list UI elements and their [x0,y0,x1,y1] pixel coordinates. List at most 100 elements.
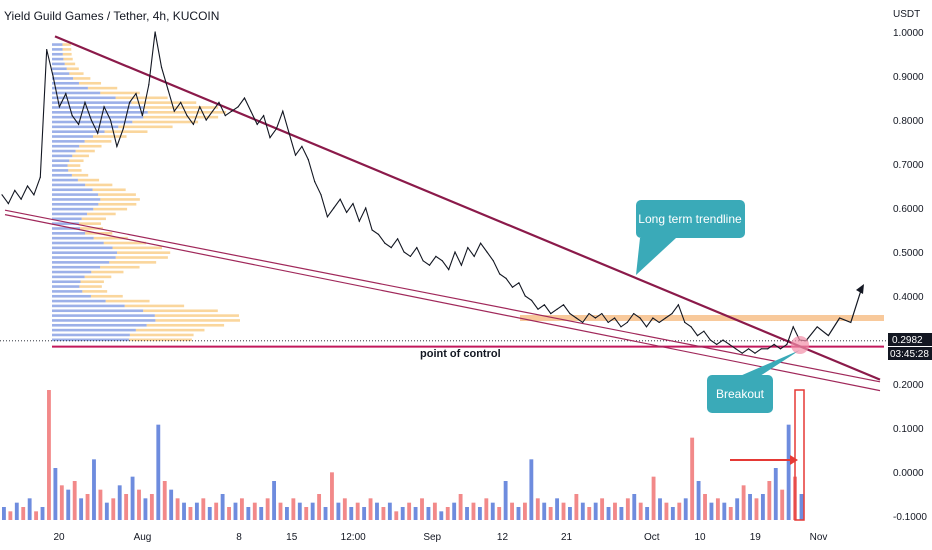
price-point [141,115,143,117]
price-point [505,277,507,279]
y-tick-label: -0.1000 [893,512,927,523]
breakout-highlight [791,336,809,354]
price-point [786,343,788,345]
price-point [65,93,67,95]
x-tick-label: 12:00 [341,532,366,543]
volume-bar [194,502,199,520]
profile-bar-down [131,101,197,104]
breakout-box [707,375,773,413]
price-point [256,123,258,125]
price-point [518,282,520,284]
x-axis: 20 Aug 8 15 12:00 Sep 12 21 Oct 10 19 Nov [54,532,828,543]
projection-arrow-head [856,284,864,294]
profile-bar-up [52,338,129,342]
price-point [326,216,329,218]
profile-bar-down [155,319,240,322]
callout-text: Long term trendline [638,212,742,226]
price-point [167,88,169,90]
profile-bar-up [52,217,82,221]
price-point [754,352,756,354]
y-tick-label: 0.8000 [893,116,924,127]
volume-bar [658,498,662,520]
profile-bar-down [115,96,168,100]
volume-bar [246,507,251,520]
price-point [613,317,616,319]
profile-bar-up [52,86,88,90]
profile-bar-down [78,222,102,225]
price-point [237,106,239,108]
volume-bar [162,481,167,520]
profile-bar-down [105,299,150,303]
volume-bars [2,390,804,520]
volume-bar [613,502,617,520]
profile-bar-up [52,256,116,259]
profile-bar-down [73,77,91,80]
price-point [180,101,182,103]
volume-bar [40,507,45,520]
trendline [4,209,881,383]
volume-bar [104,502,109,520]
volume-bar [754,498,759,520]
profile-bar-down [109,261,157,264]
volume-bar [709,502,714,520]
profile-bar-down [62,43,72,46]
volume-bar [66,489,71,520]
profile-bar-up [52,299,106,303]
volume-bar [606,507,611,520]
price-point [645,326,648,328]
price-tag-value: 0.2982 [892,335,923,346]
levels-layer [0,315,888,348]
volume-bar [748,494,752,520]
price-point [428,264,431,266]
breakout-callout[interactable]: Breakout [707,350,800,413]
trendline-callout[interactable]: Long term trendline [636,200,745,275]
profile-bar-down [68,169,82,172]
price-point [58,106,61,108]
volume-bar [47,390,51,520]
profile-bar-down [64,62,76,66]
profile-bar-up [52,96,116,100]
profile-bar-up [52,164,68,167]
price-point [747,348,750,350]
volume-bar [111,498,116,520]
price-point [767,348,769,350]
x-tick-label: Aug [134,532,152,543]
callout-box [636,200,745,238]
volume-bar [799,494,804,520]
price-point [531,299,533,301]
price-point [269,137,271,139]
volume-bar [227,507,231,520]
volume-bar [130,476,135,520]
profile-bar-up [52,130,105,133]
countdown-box [888,347,932,360]
price-point [20,198,22,200]
volume-bar [156,424,161,520]
profile-bar-up [52,183,86,187]
price-point [696,335,699,337]
volume-bar [304,507,309,520]
volume-bar [735,498,740,520]
volume-bar [703,494,707,520]
price-point [773,343,775,345]
callout-pointer [636,238,676,275]
price-point [160,66,163,68]
volume-bar [619,507,624,520]
profile-bar-up [52,222,79,225]
volume-bar [439,511,444,520]
y-tick-label: 0.9000 [893,72,924,83]
price-point [639,317,641,319]
trendlines-layer [4,35,881,392]
profile-bar-up [52,241,104,245]
price-point [626,321,628,323]
volume-bar [59,485,64,520]
volume-bar [574,494,579,520]
y-axis: 1.0000 0.9000 0.8000 0.7000 0.6000 0.5000 0.40… [893,28,927,523]
x-tick-label: 10 [694,532,706,543]
y-tick-label: 0.5000 [893,248,924,259]
volume-bar [239,498,244,520]
price-point [741,352,743,354]
price-point [243,97,246,99]
price-point [46,49,48,51]
volume-bar [8,511,13,520]
price-point [14,189,16,191]
